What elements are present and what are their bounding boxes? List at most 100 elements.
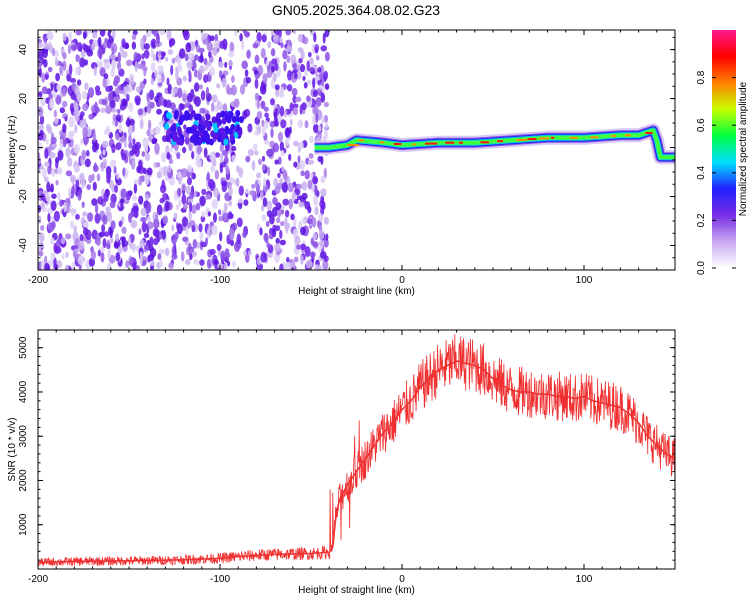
noise-blob — [147, 98, 151, 108]
noise-blob — [158, 248, 165, 255]
noise-blob — [65, 147, 71, 158]
noise-blob — [106, 39, 112, 49]
noise-blob — [306, 95, 311, 102]
noise-blob — [73, 225, 77, 234]
noise-blob — [85, 229, 92, 241]
noise-blob — [209, 248, 216, 256]
noise-blob — [288, 198, 294, 210]
heatmap-frame — [37, 29, 676, 271]
noise-blob — [320, 188, 327, 197]
noise-blob — [206, 258, 212, 269]
noise-blob — [176, 170, 182, 178]
noise-blob — [74, 115, 80, 122]
noise-blob — [260, 251, 267, 263]
noise-blob — [94, 142, 100, 150]
noise-blob — [309, 251, 316, 258]
noise-blob — [181, 183, 186, 192]
noise-blob — [188, 52, 195, 61]
noise-blob — [44, 74, 49, 80]
y-tick-label: 3000 — [18, 425, 29, 448]
noise-blob — [297, 47, 304, 53]
noise-blob — [75, 179, 80, 189]
noise-blob — [194, 96, 201, 107]
noise-blob — [266, 200, 273, 211]
noise-blob — [191, 225, 196, 233]
cluster-blob — [185, 113, 191, 121]
noise-blob — [39, 164, 44, 170]
noise-blob — [121, 38, 126, 48]
noise-blob — [132, 244, 136, 253]
colorbar-tick-label: 0.0 — [696, 261, 707, 275]
noise-blob — [74, 124, 78, 134]
noise-blob — [207, 211, 211, 217]
noise-blob — [82, 127, 89, 138]
noise-blob — [171, 253, 178, 260]
noise-blob — [275, 237, 280, 245]
noise-blob — [62, 32, 67, 41]
cluster-blob — [201, 135, 207, 143]
noise-blob — [50, 252, 56, 260]
colorbar-tick-label: 0.6 — [696, 118, 707, 132]
y-axis-label: Frequency (Hz) — [7, 116, 18, 185]
noise-blob — [65, 206, 70, 214]
noise-blob — [261, 119, 265, 128]
cluster-blob — [164, 122, 170, 130]
noise-blob — [87, 87, 95, 98]
cluster-blob — [220, 110, 226, 118]
noise-blob — [218, 209, 222, 216]
y-tick-label: 2000 — [18, 469, 29, 492]
noise-blob — [143, 78, 147, 85]
noise-blob — [307, 179, 313, 190]
noise-blob — [81, 201, 85, 208]
noise-blob — [82, 118, 87, 126]
noise-blob — [61, 86, 67, 97]
snr-trace — [38, 334, 675, 567]
noise-blob — [81, 90, 88, 100]
noise-blob — [199, 231, 204, 241]
noise-blob — [117, 61, 122, 71]
noise-blob — [164, 56, 169, 62]
noise-blob — [49, 152, 56, 159]
noise-blob — [193, 259, 199, 265]
noise-blob — [94, 101, 98, 112]
cluster-blob — [165, 135, 171, 143]
noise-blob — [314, 206, 319, 216]
noise-blob — [312, 241, 319, 248]
noise-blob — [284, 109, 287, 118]
noise-blob — [304, 170, 310, 180]
noise-blob — [102, 77, 107, 88]
noise-blob — [107, 249, 112, 259]
noise-blob — [317, 67, 322, 73]
noise-blob — [233, 98, 240, 108]
noise-blob — [110, 193, 117, 204]
noise-blob — [62, 52, 67, 60]
noise-blob — [171, 57, 176, 64]
noise-blob — [263, 106, 269, 112]
noise-blob — [199, 195, 206, 207]
noise-blob — [254, 150, 259, 156]
noise-blob — [199, 65, 205, 74]
noise-blob — [267, 166, 271, 176]
noise-blob — [157, 65, 164, 72]
noise-blob — [149, 135, 153, 141]
noise-blob — [160, 152, 167, 163]
cluster-blob — [176, 126, 182, 134]
y-axis-label: SNR (10 * v/v) — [7, 418, 18, 482]
noise-blob — [128, 237, 132, 246]
noise-blob — [320, 175, 326, 184]
y-tick-label: 1000 — [18, 513, 29, 536]
noise-blob — [79, 57, 86, 68]
noise-blob — [321, 79, 325, 87]
noise-blob — [231, 75, 235, 83]
noise-blob — [156, 204, 163, 216]
noise-blob — [101, 224, 106, 233]
noise-blob — [221, 180, 228, 187]
noise-blob — [41, 86, 48, 95]
noise-blob — [254, 78, 259, 89]
noise-blob — [90, 250, 97, 260]
noise-blob — [313, 123, 319, 134]
noise-blob — [61, 253, 65, 260]
noise-blob — [284, 172, 288, 184]
noise-blob — [266, 65, 271, 72]
noise-blob — [194, 54, 199, 61]
